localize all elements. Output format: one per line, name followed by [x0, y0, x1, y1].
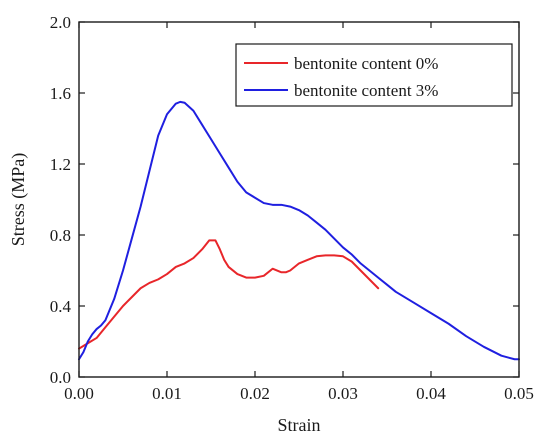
- y-tick-label: 1.6: [50, 84, 71, 103]
- legend-label-0: bentonite content 0%: [294, 54, 438, 73]
- y-tick-label: 0.8: [50, 226, 71, 245]
- x-axis-title: Strain: [278, 415, 321, 435]
- y-tick-label: 2.0: [50, 13, 71, 32]
- y-tick-label: 0.0: [50, 368, 71, 387]
- plot-frame: [78, 21, 520, 378]
- series-line-0: [78, 239, 380, 350]
- legend-label-1: bentonite content 3%: [294, 81, 438, 100]
- y-axis-title: Stress (MPa): [8, 153, 29, 247]
- x-tick-label: 0.00: [64, 384, 94, 403]
- x-tick-label: 0.03: [328, 384, 358, 403]
- x-tick-label: 0.01: [152, 384, 182, 403]
- x-tick-label: 0.02: [240, 384, 270, 403]
- legend-box: [235, 43, 513, 107]
- x-tick-label: 0.04: [416, 384, 446, 403]
- ticks-layer: 0.00 0.01 0.02 0.03 0.04 0.05 0.0 0.4 0.8 1.2 1.6 2…: [50, 13, 534, 403]
- x-tick-label: 0.05: [504, 384, 534, 403]
- series-line-1: [78, 100, 520, 361]
- y-tick-label: 1.2: [50, 155, 71, 174]
- y-tick-label: 0.4: [50, 297, 72, 316]
- legend: bentonite content 0% bentonite content 3…: [235, 43, 513, 107]
- series-layer: [78, 100, 520, 361]
